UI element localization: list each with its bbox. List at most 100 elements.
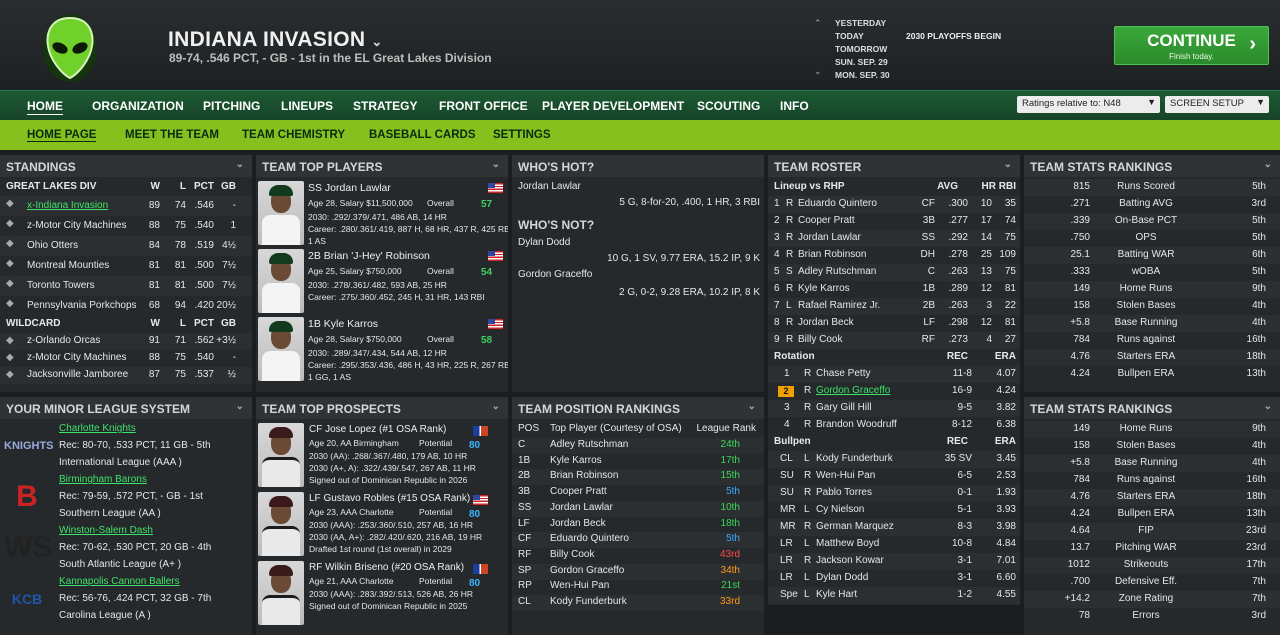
stat-row[interactable]: 815 Runs Scored 5th [1024, 179, 1280, 196]
stat-row[interactable]: 25.1 Batting WAR 6th [1024, 247, 1280, 264]
stat-row[interactable]: .750 OPS 5th [1024, 230, 1280, 247]
top-player-card[interactable]: 1B Kyle Karros Age 28, Salary $750,000 Ove… [256, 315, 508, 382]
stat-row[interactable]: .339 On-Base PCT 5th [1024, 213, 1280, 230]
lineup-row[interactable]: 2 R Cooper Pratt 3B .277 17 74 [768, 213, 1020, 230]
nav-player-development[interactable]: PLAYER DEVELOPMENT [542, 99, 685, 113]
position-row[interactable]: 2B Brian Robinson 15th [512, 469, 764, 486]
stat-row[interactable]: 784 Runs against 16th [1024, 332, 1280, 349]
stat-row[interactable]: 13.7 Pitching WAR 23rd [1024, 540, 1280, 557]
nav-lineups[interactable]: LINEUPS [281, 99, 334, 113]
nav-pitching[interactable]: PITCHING [203, 99, 261, 113]
stat-row[interactable]: +5.8 Base Running 4th [1024, 455, 1280, 472]
stat-row[interactable]: 4.24 Bullpen ERA 13th [1024, 506, 1280, 523]
stat-row[interactable]: 158 Stolen Bases 4th [1024, 438, 1280, 455]
chevron-down-icon[interactable]: ⌄ [1263, 159, 1272, 170]
position-row[interactable]: 1B Kyle Karros 17th [512, 454, 764, 470]
continue-button[interactable]: CONTINUE Finish today. › [1114, 26, 1269, 65]
bullpen-row[interactable]: MR L Cy Nielson 5-1 3.93 [768, 502, 1020, 519]
rotation-row[interactable]: 2 R Gordon Graceffo 16-9 4.24 [768, 383, 1020, 400]
standings-row[interactable]: ◆ z-Motor City Machines 88 75 .540 1 [0, 216, 252, 236]
ratings-relative-select[interactable]: Ratings relative to: N48 ▼ [1017, 96, 1160, 113]
team-name-dropdown[interactable]: INDIANA INVASION ⌄ [168, 28, 383, 51]
subnav-settings[interactable]: SETTINGS [493, 129, 551, 141]
top-player-card[interactable]: SS Jordan Lawlar Age 28, Salary $11,500,0… [256, 179, 508, 246]
minor-team-name[interactable]: Winston-Salem Dash [59, 525, 153, 536]
bullpen-row[interactable]: LR L Matthew Boyd 10-8 4.84 [768, 536, 1020, 553]
stat-row[interactable]: 1012 Strikeouts 17th [1024, 557, 1280, 574]
chevron-down-icon[interactable]: ⌄ [491, 159, 500, 170]
standings-row[interactable]: ◆ Ohio Otters 84 78 .519 4½ [0, 236, 252, 256]
position-row[interactable]: CF Eduardo Quintero 5th [512, 532, 764, 549]
subnav-baseball-cards[interactable]: BASEBALL CARDS [369, 129, 476, 141]
lineup-row[interactable]: 5 S Adley Rutschman C .263 13 75 [768, 264, 1020, 281]
date-tomorrow[interactable]: TOMORROW [835, 44, 888, 54]
position-row[interactable]: SS Jordan Lawlar 10th [512, 500, 764, 517]
rotation-row[interactable]: 1 R Chase Petty 11-8 4.07 [768, 366, 1020, 383]
minor-team-card[interactable]: KCB Kannapolis Cannon Ballers Rec: 56-76, … [0, 574, 252, 625]
bullpen-row[interactable]: SU R Wen-Hui Pan 6-5 2.53 [768, 468, 1020, 485]
subnav-team-chemistry[interactable]: TEAM CHEMISTRY [242, 129, 346, 141]
minor-team-name[interactable]: Birmingham Barons [59, 474, 147, 485]
lineup-row[interactable]: 3 R Jordan Lawlar SS .292 14 75 [768, 230, 1020, 247]
standings-row[interactable]: ◆ z-Orlando Orcas 91 71 .562 +3½ [0, 333, 252, 350]
prospect-card[interactable]: RF Wilkin Briseno (#20 OSA Rank) Age 21, … [256, 559, 508, 627]
prospect-card[interactable]: CF Jose Lopez (#1 OSA Rank) Age 20, AA Bi… [256, 421, 508, 489]
hot-player-row[interactable]: Jordan Lawlar [512, 179, 764, 196]
prospect-card[interactable]: LF Gustavo Robles (#15 OSA Rank) Age 23, … [256, 490, 508, 558]
stat-row[interactable]: 149 Home Runs 9th [1024, 421, 1280, 438]
bullpen-row[interactable]: LR L Dylan Dodd 3-1 6.60 [768, 570, 1020, 587]
lineup-row[interactable]: 1 R Eduardo Quintero CF .300 10 35 [768, 196, 1020, 213]
date-sun[interactable]: SUN. SEP. 29 [835, 57, 888, 67]
stat-row[interactable]: 158 Stolen Bases 4th [1024, 298, 1280, 315]
lineup-row[interactable]: 7 L Rafael Ramirez Jr. 2B .263 3 22 [768, 298, 1020, 315]
standings-row[interactable]: ◆ z-Motor City Machines 88 75 .540 - [0, 350, 252, 367]
lineup-row[interactable]: 8 R Jordan Beck LF .298 12 81 [768, 315, 1020, 332]
minor-team-card[interactable]: WS Winston-Salem Dash Rec: 70-62, .530 PCT… [0, 523, 252, 574]
minor-team-name[interactable]: Kannapolis Cannon Ballers [59, 576, 180, 587]
not-player-row[interactable]: Gordon Graceffo [518, 269, 593, 280]
nav-strategy[interactable]: STRATEGY [353, 99, 418, 113]
position-row[interactable]: C Adley Rutschman 24th [512, 438, 764, 454]
position-row[interactable]: CL Kody Funderburk 33rd [512, 595, 764, 611]
screen-setup-select[interactable]: SCREEN SETUP ▼ [1165, 96, 1269, 113]
stat-row[interactable]: .333 wOBA 5th [1024, 264, 1280, 281]
chevron-down-icon[interactable]: ⌄ [1003, 159, 1012, 170]
minor-team-card[interactable]: KNIGHTS Charlotte Knights Rec: 80-70, .533… [0, 421, 252, 472]
stat-row[interactable]: +5.8 Base Running 4th [1024, 315, 1280, 332]
nav-scouting[interactable]: SCOUTING [697, 99, 761, 113]
bullpen-row[interactable]: SU R Pablo Torres 0-1 1.93 [768, 485, 1020, 502]
chevron-down-icon[interactable]: ⌄ [235, 401, 244, 412]
lineup-row[interactable]: 4 R Brian Robinson DH .278 25 109 [768, 247, 1020, 264]
stat-row[interactable]: 784 Runs against 16th [1024, 472, 1280, 489]
chevron-down-icon[interactable]: ⌄ [747, 401, 756, 412]
stat-row[interactable]: +14.2 Zone Rating 7th [1024, 591, 1280, 608]
position-row[interactable]: RP Wen-Hui Pan 21st [512, 579, 764, 595]
subnav-home-page[interactable]: HOME PAGE [27, 129, 97, 142]
date-mon[interactable]: MON. SEP. 30 [835, 70, 890, 80]
not-player-row[interactable]: Dylan Dodd [518, 237, 571, 248]
stat-row[interactable]: .700 Defensive Eff. 7th [1024, 574, 1280, 591]
nav-organization[interactable]: ORGANIZATION [92, 99, 184, 113]
standings-row[interactable]: ◆ Toronto Towers 81 81 .500 7½ [0, 276, 252, 296]
stat-row[interactable]: 4.76 Starters ERA 18th [1024, 489, 1280, 506]
stat-row[interactable]: 4.64 FIP 23rd [1024, 523, 1280, 540]
chevron-down-icon[interactable]: ⌄ [491, 401, 500, 412]
bullpen-row[interactable]: LR R Jackson Kowar 3-1 7.01 [768, 553, 1020, 570]
bullpen-row[interactable]: Spe L Kyle Hart 1-2 4.55 [768, 587, 1020, 604]
stat-row[interactable]: 78 Errors 3rd [1024, 608, 1280, 625]
stat-row[interactable]: .271 Batting AVG 3rd [1024, 196, 1280, 213]
top-player-card[interactable]: 2B Brian 'J-Hey' Robinson Age 25, Salary … [256, 247, 508, 313]
standings-row[interactable]: ◆ x-Indiana Invasion 89 74 .546 - [0, 196, 252, 216]
stat-row[interactable]: 4.24 Bullpen ERA 13th [1024, 366, 1280, 383]
chevron-down-icon[interactable]: ⌄ [1263, 401, 1272, 412]
standings-row[interactable]: ◆ Jacksonville Jamboree 87 75 .537 ½ [0, 367, 252, 384]
minor-team-card[interactable]: B Birmingham Barons Rec: 79-59, .572 PCT, … [0, 472, 252, 523]
rotation-row[interactable]: 4 R Brandon Woodruff 8-12 6.38 [768, 417, 1020, 434]
stat-row[interactable]: 149 Home Runs 9th [1024, 281, 1280, 298]
lineup-row[interactable]: 6 R Kyle Karros 1B .289 12 81 [768, 281, 1020, 298]
standings-row[interactable]: ◆ Montreal Mounties 81 81 .500 7½ [0, 256, 252, 276]
chevron-down-icon[interactable]: ⌄ [235, 159, 244, 170]
position-row[interactable]: LF Jordan Beck 18th [512, 517, 764, 533]
position-row[interactable]: 3B Cooper Pratt 5th [512, 485, 764, 501]
nav-home[interactable]: HOME [27, 99, 63, 115]
